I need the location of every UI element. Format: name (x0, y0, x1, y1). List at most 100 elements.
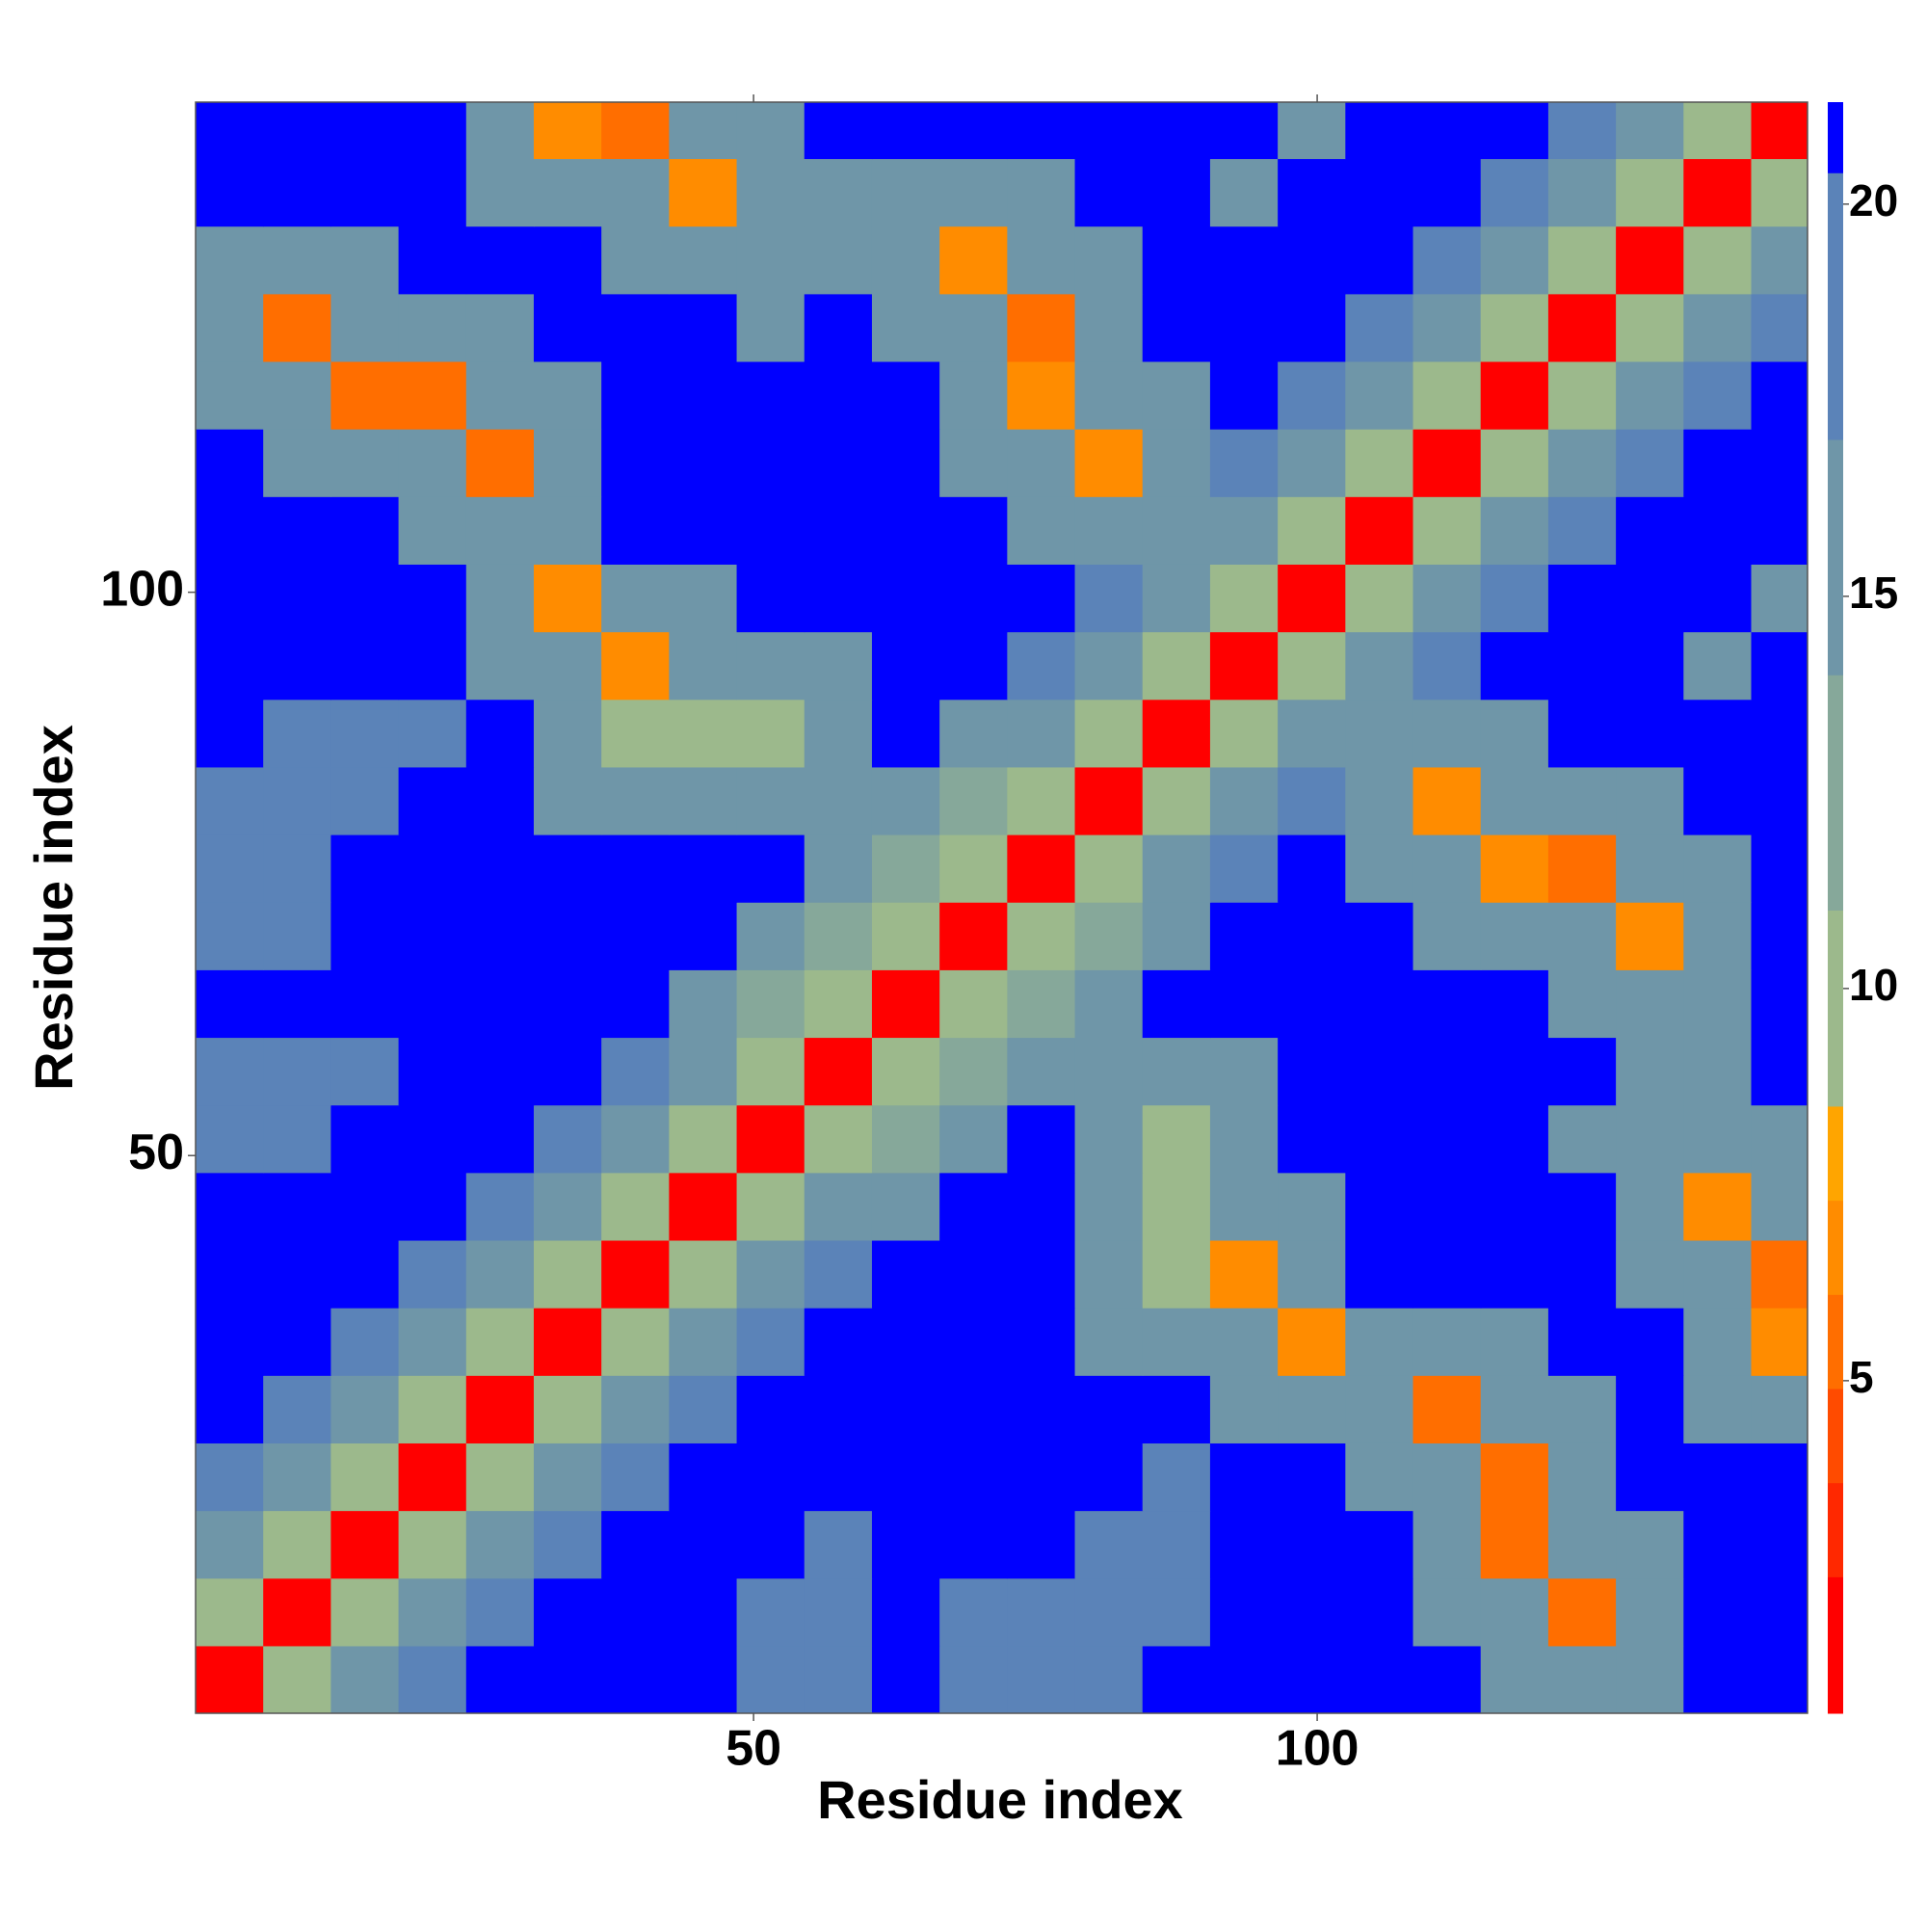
heatmap-cell (1209, 766, 1279, 835)
heatmap-cell (1142, 564, 1211, 633)
heatmap-cell (1547, 1239, 1617, 1309)
heatmap-cell (263, 429, 331, 497)
heatmap-cell (1412, 1375, 1482, 1443)
heatmap-cell (465, 1037, 535, 1106)
heatmap-cell (330, 766, 400, 835)
heatmap-cell (1616, 1645, 1684, 1713)
heatmap-cell (804, 699, 873, 768)
heatmap-cell (871, 1104, 940, 1174)
heatmap-cell (1480, 429, 1549, 497)
heatmap-cell (736, 102, 805, 160)
heatmap-cell (1345, 1577, 1414, 1647)
heatmap-cell (1751, 429, 1808, 497)
heatmap-cell (1751, 766, 1808, 835)
heatmap-cell (1007, 766, 1076, 835)
heatmap-cell (736, 969, 805, 1039)
heatmap-cell (1616, 969, 1684, 1039)
heatmap-cell (1074, 631, 1144, 701)
heatmap-cell (263, 1510, 331, 1579)
heatmap-cell (1278, 429, 1346, 497)
heatmap-cell (1480, 1172, 1549, 1241)
heatmap-cell (1142, 1104, 1211, 1174)
heatmap-cell (601, 496, 670, 565)
heatmap-cell (330, 293, 400, 362)
heatmap-cell (736, 834, 805, 903)
heatmap-cell (1345, 496, 1414, 565)
heatmap-cell (669, 1104, 738, 1174)
heatmap-cell (1751, 834, 1808, 903)
heatmap-cell (465, 1308, 535, 1376)
heatmap-cell (601, 225, 670, 295)
heatmap-cell (263, 1239, 331, 1309)
heatmap-cell (601, 1172, 670, 1241)
heatmap-cell (1209, 293, 1279, 362)
heatmap-cell (263, 834, 331, 903)
heatmap-cell (1007, 102, 1076, 160)
heatmap-cell (1616, 699, 1684, 768)
heatmap-cell (398, 766, 467, 835)
heatmap-cell (330, 496, 400, 565)
heatmap-cell (1074, 1104, 1144, 1174)
heatmap-cell (1616, 293, 1684, 362)
heatmap-cell (1345, 102, 1414, 160)
heatmap-cell (1209, 1104, 1279, 1174)
heatmap-cell (1345, 429, 1414, 497)
heatmap-cell (804, 766, 873, 835)
heatmap-cell (669, 1510, 738, 1579)
heatmap-cell (263, 1037, 331, 1106)
heatmap-cell (1007, 1172, 1076, 1241)
heatmap-cell (669, 969, 738, 1039)
heatmap-cell (669, 158, 738, 227)
heatmap-cell (533, 1308, 602, 1376)
heatmap-cell (1412, 699, 1482, 768)
heatmap-cell (465, 293, 535, 362)
heatmap-cell (736, 1172, 805, 1241)
heatmap-cell (804, 1104, 873, 1174)
heatmap-cell (1007, 293, 1076, 362)
heatmap-cell (398, 969, 467, 1039)
heatmap-cell (871, 1308, 940, 1376)
heatmap-cell (804, 429, 873, 497)
heatmap-cell (601, 1510, 670, 1579)
heatmap-cell (601, 429, 670, 497)
heatmap-cell (1751, 360, 1808, 430)
heatmap-cell (736, 293, 805, 362)
heatmap-cell (1480, 1037, 1549, 1106)
heatmap-cell (1480, 969, 1549, 1039)
heatmap-cell (1007, 631, 1076, 701)
heatmap-cell (1142, 1308, 1211, 1376)
colorbar-tick-label: 15 (1849, 568, 1898, 618)
heatmap-cell (196, 293, 264, 362)
heatmap-cell (263, 102, 331, 160)
heatmap-cell (601, 158, 670, 227)
heatmap-cell (1074, 158, 1144, 227)
heatmap-cell (196, 1308, 264, 1376)
heatmap-cell (330, 902, 400, 970)
heatmap-cell (804, 1308, 873, 1376)
heatmap-cell (1480, 158, 1549, 227)
colorbar-segment (1828, 675, 1843, 911)
heatmap-cell (804, 1037, 873, 1106)
heatmap-cell (601, 1308, 670, 1376)
heatmap-cell (736, 699, 805, 768)
heatmap-cell (601, 699, 670, 768)
heatmap-cell (1547, 631, 1617, 701)
heatmap-cell (736, 1375, 805, 1443)
heatmap-cell (1751, 699, 1808, 768)
heatmap-cell (1547, 969, 1617, 1039)
heatmap-cell (330, 564, 400, 633)
heatmap-cell (196, 1104, 264, 1174)
heatmap-cell (533, 225, 602, 295)
heatmap-cell (1751, 1239, 1808, 1309)
heatmap-cell (533, 158, 602, 227)
heatmap-cell (1345, 1375, 1414, 1443)
heatmap-cell (1683, 699, 1753, 768)
heatmap-cell (196, 834, 264, 903)
heatmap-cell (196, 766, 264, 835)
heatmap-cell (1751, 1375, 1808, 1443)
heatmap-cell (736, 631, 805, 701)
heatmap-cell (939, 1037, 1008, 1106)
heatmap-cell (601, 293, 670, 362)
heatmap-cell (871, 1172, 940, 1241)
heatmap-cell (1074, 1375, 1144, 1443)
